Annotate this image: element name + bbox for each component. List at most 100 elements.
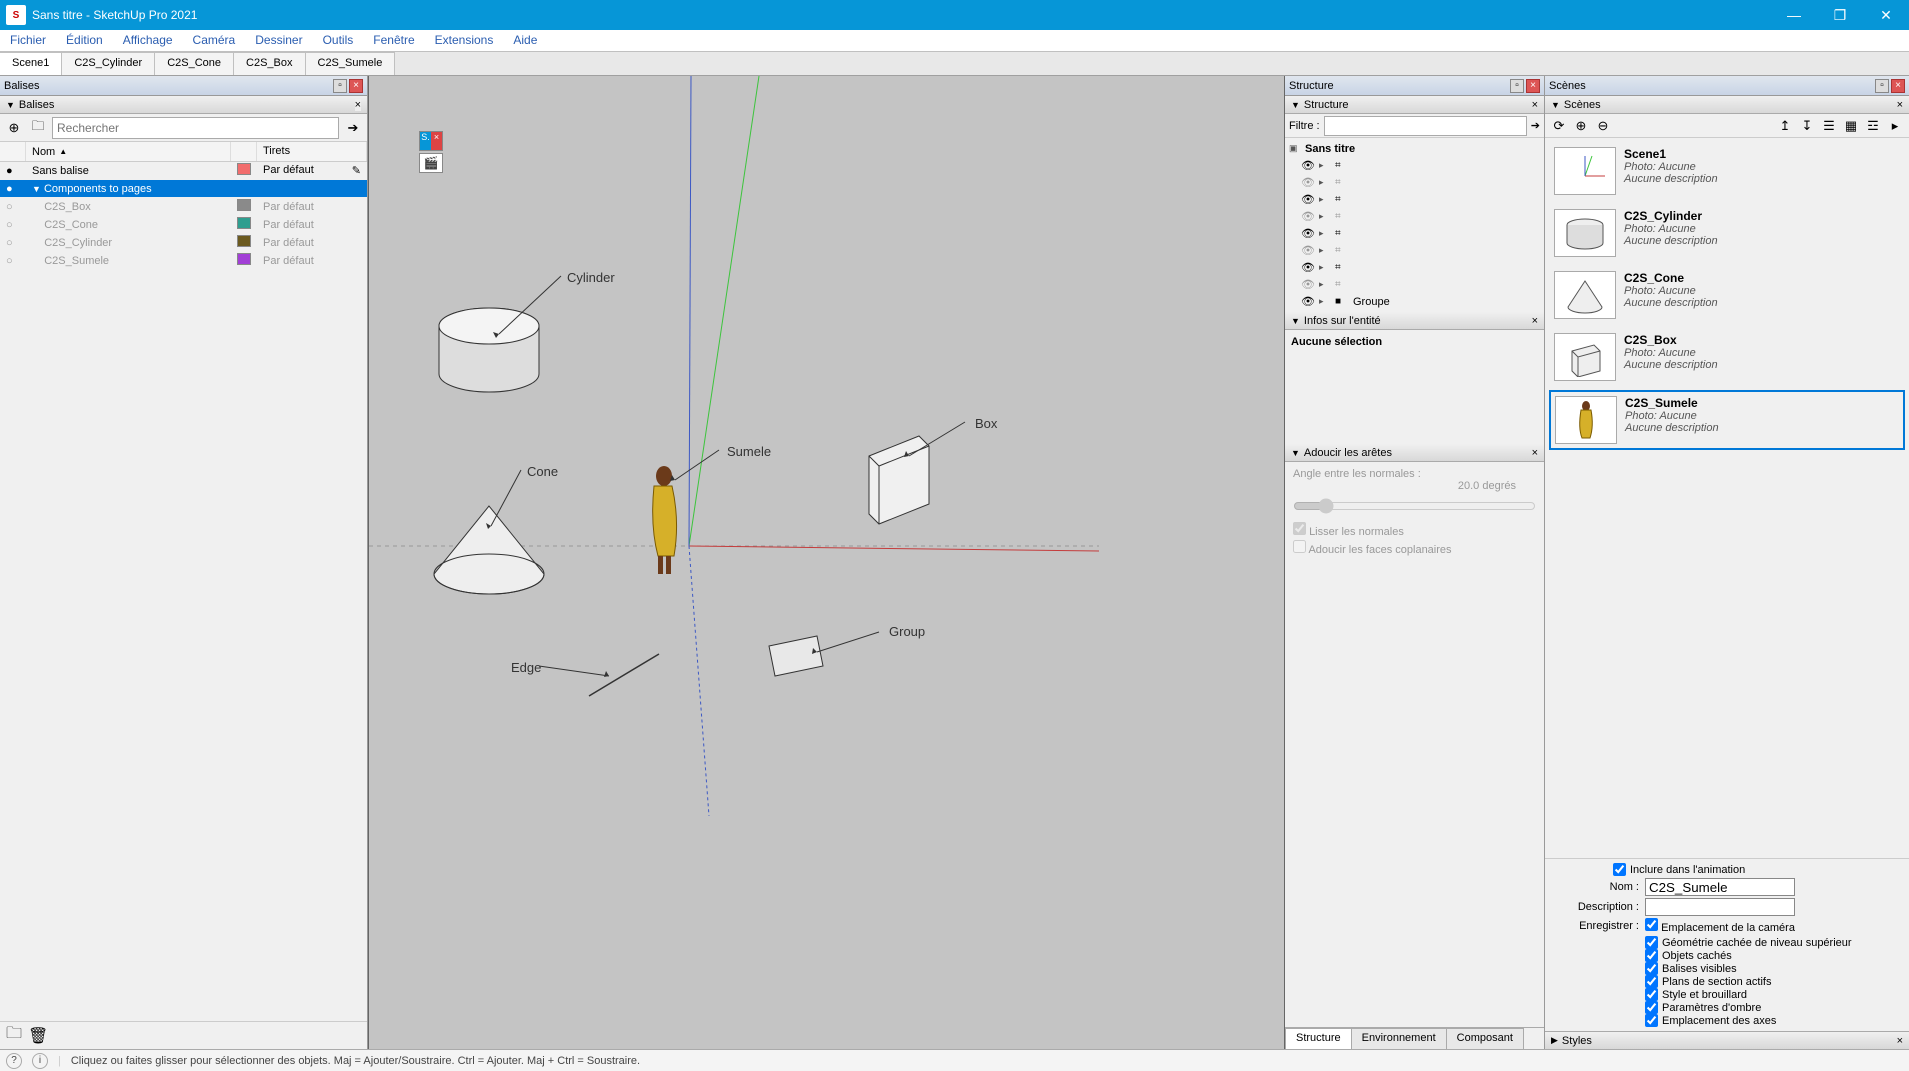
scene-down-button[interactable]: ↧ (1797, 116, 1817, 136)
menu-dessiner[interactable]: Dessiner (245, 30, 312, 51)
viewport-label: Group (889, 624, 925, 639)
remove-scene-button[interactable]: ⊖ (1593, 116, 1613, 136)
pin-button[interactable]: ▫ (1510, 79, 1524, 93)
menu-caméra[interactable]: Caméra (183, 30, 246, 51)
details-button[interactable]: ☲ (1863, 116, 1883, 136)
menu-aide[interactable]: Aide (503, 30, 547, 51)
balises-row[interactable]: ○ C2S_CylinderPar défaut (0, 234, 367, 252)
viewport[interactable]: CylinderConeSumeleBoxGroupEdge S. × 🎬 (368, 76, 1285, 1049)
scene-save-check[interactable] (1645, 918, 1658, 931)
close-scenes-button[interactable]: × (1891, 79, 1905, 93)
balises-row[interactable]: ○ C2S_SumelePar défaut (0, 252, 367, 270)
help-icon[interactable]: ? (6, 1053, 22, 1069)
menu-extensions[interactable]: Extensions (425, 30, 504, 51)
bottom-tab[interactable]: Environnement (1351, 1028, 1447, 1049)
balises-row[interactable]: ○ C2S_ConePar défaut (0, 216, 367, 234)
menu-fichier[interactable]: Fichier (0, 30, 56, 51)
scene-item[interactable]: C2S_ConePhoto: AucuneAucune description (1549, 266, 1905, 324)
scene-item[interactable]: C2S_SumelePhoto: AucuneAucune descriptio… (1549, 390, 1905, 450)
angle-slider[interactable] (1293, 498, 1536, 514)
tag-delete-button[interactable]: 🗑 (28, 1026, 48, 1046)
add-tag-button[interactable]: ⊕ (4, 118, 24, 138)
bottom-tab[interactable]: Composant (1446, 1028, 1524, 1049)
balises-row[interactable]: ●▼ Components to pages (0, 180, 367, 198)
tree-item[interactable]: 👁▸⌗ (1285, 242, 1544, 259)
menu-édition[interactable]: Édition (56, 30, 113, 51)
menu-affichage[interactable]: Affichage (113, 30, 183, 51)
adoucir-body: Angle entre les normales : 20.0 degrés L… (1285, 462, 1544, 564)
enreg-label: Enregistrer : (1553, 920, 1639, 932)
balises-row[interactable]: ○ C2S_BoxPar défaut (0, 198, 367, 216)
scene-save-check[interactable] (1645, 962, 1658, 975)
menu-fenêtre[interactable]: Fenêtre (363, 30, 424, 51)
scene-save-check[interactable] (1645, 1001, 1658, 1014)
close-button[interactable]: ✕ (1863, 0, 1909, 30)
scene-desc-input[interactable] (1645, 898, 1795, 916)
tree-item[interactable]: 👁▸■Groupe (1285, 293, 1544, 310)
tree-item[interactable]: 👁▸⌗ (1285, 174, 1544, 191)
tree-root[interactable]: ▣Sans titre (1285, 140, 1544, 157)
list-view-button[interactable]: ☰ (1819, 116, 1839, 136)
balises-sub-header[interactable]: ▼ Balises × (0, 96, 367, 114)
balises-row[interactable]: ●Sans balisePar défaut ✎ (0, 162, 367, 180)
coplan-check[interactable] (1293, 540, 1306, 553)
close-sub-button[interactable]: × (355, 99, 361, 111)
close-info[interactable]: × (1532, 315, 1538, 327)
col-nom[interactable]: Nom (32, 146, 55, 158)
styles-title[interactable]: Styles (1562, 1035, 1592, 1047)
add-scene-button[interactable]: ⊕ (1571, 116, 1591, 136)
pin-button[interactable]: ▫ (1875, 79, 1889, 93)
minimize-button[interactable]: — (1771, 0, 1817, 30)
scene-save-check[interactable] (1645, 975, 1658, 988)
close-adoucir[interactable]: × (1532, 447, 1538, 459)
maximize-button[interactable]: ❐ (1817, 0, 1863, 30)
scene-up-button[interactable]: ↥ (1775, 116, 1795, 136)
viewport-label: Box (975, 416, 997, 431)
tag-color-button[interactable]: 🗀 (6, 1022, 22, 1049)
tree-item[interactable]: 👁▸⌗ (1285, 225, 1544, 242)
menu-outils[interactable]: Outils (313, 30, 364, 51)
close-styles[interactable]: × (1897, 1035, 1903, 1047)
add-folder-button[interactable]: 🗀 (28, 118, 48, 138)
search-input[interactable] (52, 117, 339, 139)
scene-save-check[interactable] (1645, 1014, 1658, 1027)
filter-input[interactable] (1324, 116, 1527, 136)
scene-save-check[interactable] (1645, 949, 1658, 962)
scene-name-input[interactable] (1645, 878, 1795, 896)
close-balises-button[interactable]: × (349, 79, 363, 93)
pin-button[interactable]: ▫ (333, 79, 347, 93)
tree-item[interactable]: 👁▸⌗ (1285, 259, 1544, 276)
bottom-tab[interactable]: Structure (1285, 1028, 1352, 1049)
tree-item[interactable]: 👁▸⌗ (1285, 208, 1544, 225)
close-sub-scenes[interactable]: × (1897, 99, 1903, 111)
filter-go-button[interactable]: ➔ (1531, 119, 1540, 132)
balises-panel-title: Balises (4, 80, 331, 92)
scene-save-check[interactable] (1645, 936, 1658, 949)
close-structure-button[interactable]: × (1526, 79, 1540, 93)
scene-save-check[interactable] (1645, 988, 1658, 1001)
tree-item[interactable]: 👁▸⌗ (1285, 191, 1544, 208)
scene-tab[interactable]: C2S_Box (234, 52, 305, 75)
info-icon[interactable]: i (32, 1053, 48, 1069)
close-sub-structure[interactable]: × (1532, 99, 1538, 111)
tree-item[interactable]: 👁▸⌗ (1285, 276, 1544, 293)
scene-tab[interactable]: C2S_Cylinder (62, 52, 155, 75)
search-go-button[interactable]: ➔ (343, 118, 363, 138)
scene-item[interactable]: C2S_CylinderPhoto: AucuneAucune descript… (1549, 204, 1905, 262)
scene-tab[interactable]: C2S_Sumele (306, 52, 396, 75)
menu-button[interactable]: ▸ (1885, 116, 1905, 136)
plugin-toolbar[interactable]: S. × 🎬 (419, 131, 447, 173)
scene-tab[interactable]: C2S_Cone (155, 52, 234, 75)
refresh-scene-button[interactable]: ⟳ (1549, 116, 1569, 136)
lisser-check[interactable] (1293, 522, 1306, 535)
col-tirets[interactable]: Tirets (257, 142, 367, 161)
tree-item[interactable]: 👁▸⌗ (1285, 157, 1544, 174)
scenes-panel-title: Scènes (1549, 80, 1873, 92)
include-anim-check[interactable] (1613, 863, 1626, 876)
balises-sub-title: Balises (19, 99, 54, 111)
scene-item[interactable]: Scene1Photo: AucuneAucune description (1549, 142, 1905, 200)
scene-item[interactable]: C2S_BoxPhoto: AucuneAucune description (1549, 328, 1905, 386)
scene-tab[interactable]: Scene1 (0, 52, 62, 75)
thumb-view-button[interactable]: ▦ (1841, 116, 1861, 136)
scenes-sub-title: Scènes (1564, 99, 1601, 111)
